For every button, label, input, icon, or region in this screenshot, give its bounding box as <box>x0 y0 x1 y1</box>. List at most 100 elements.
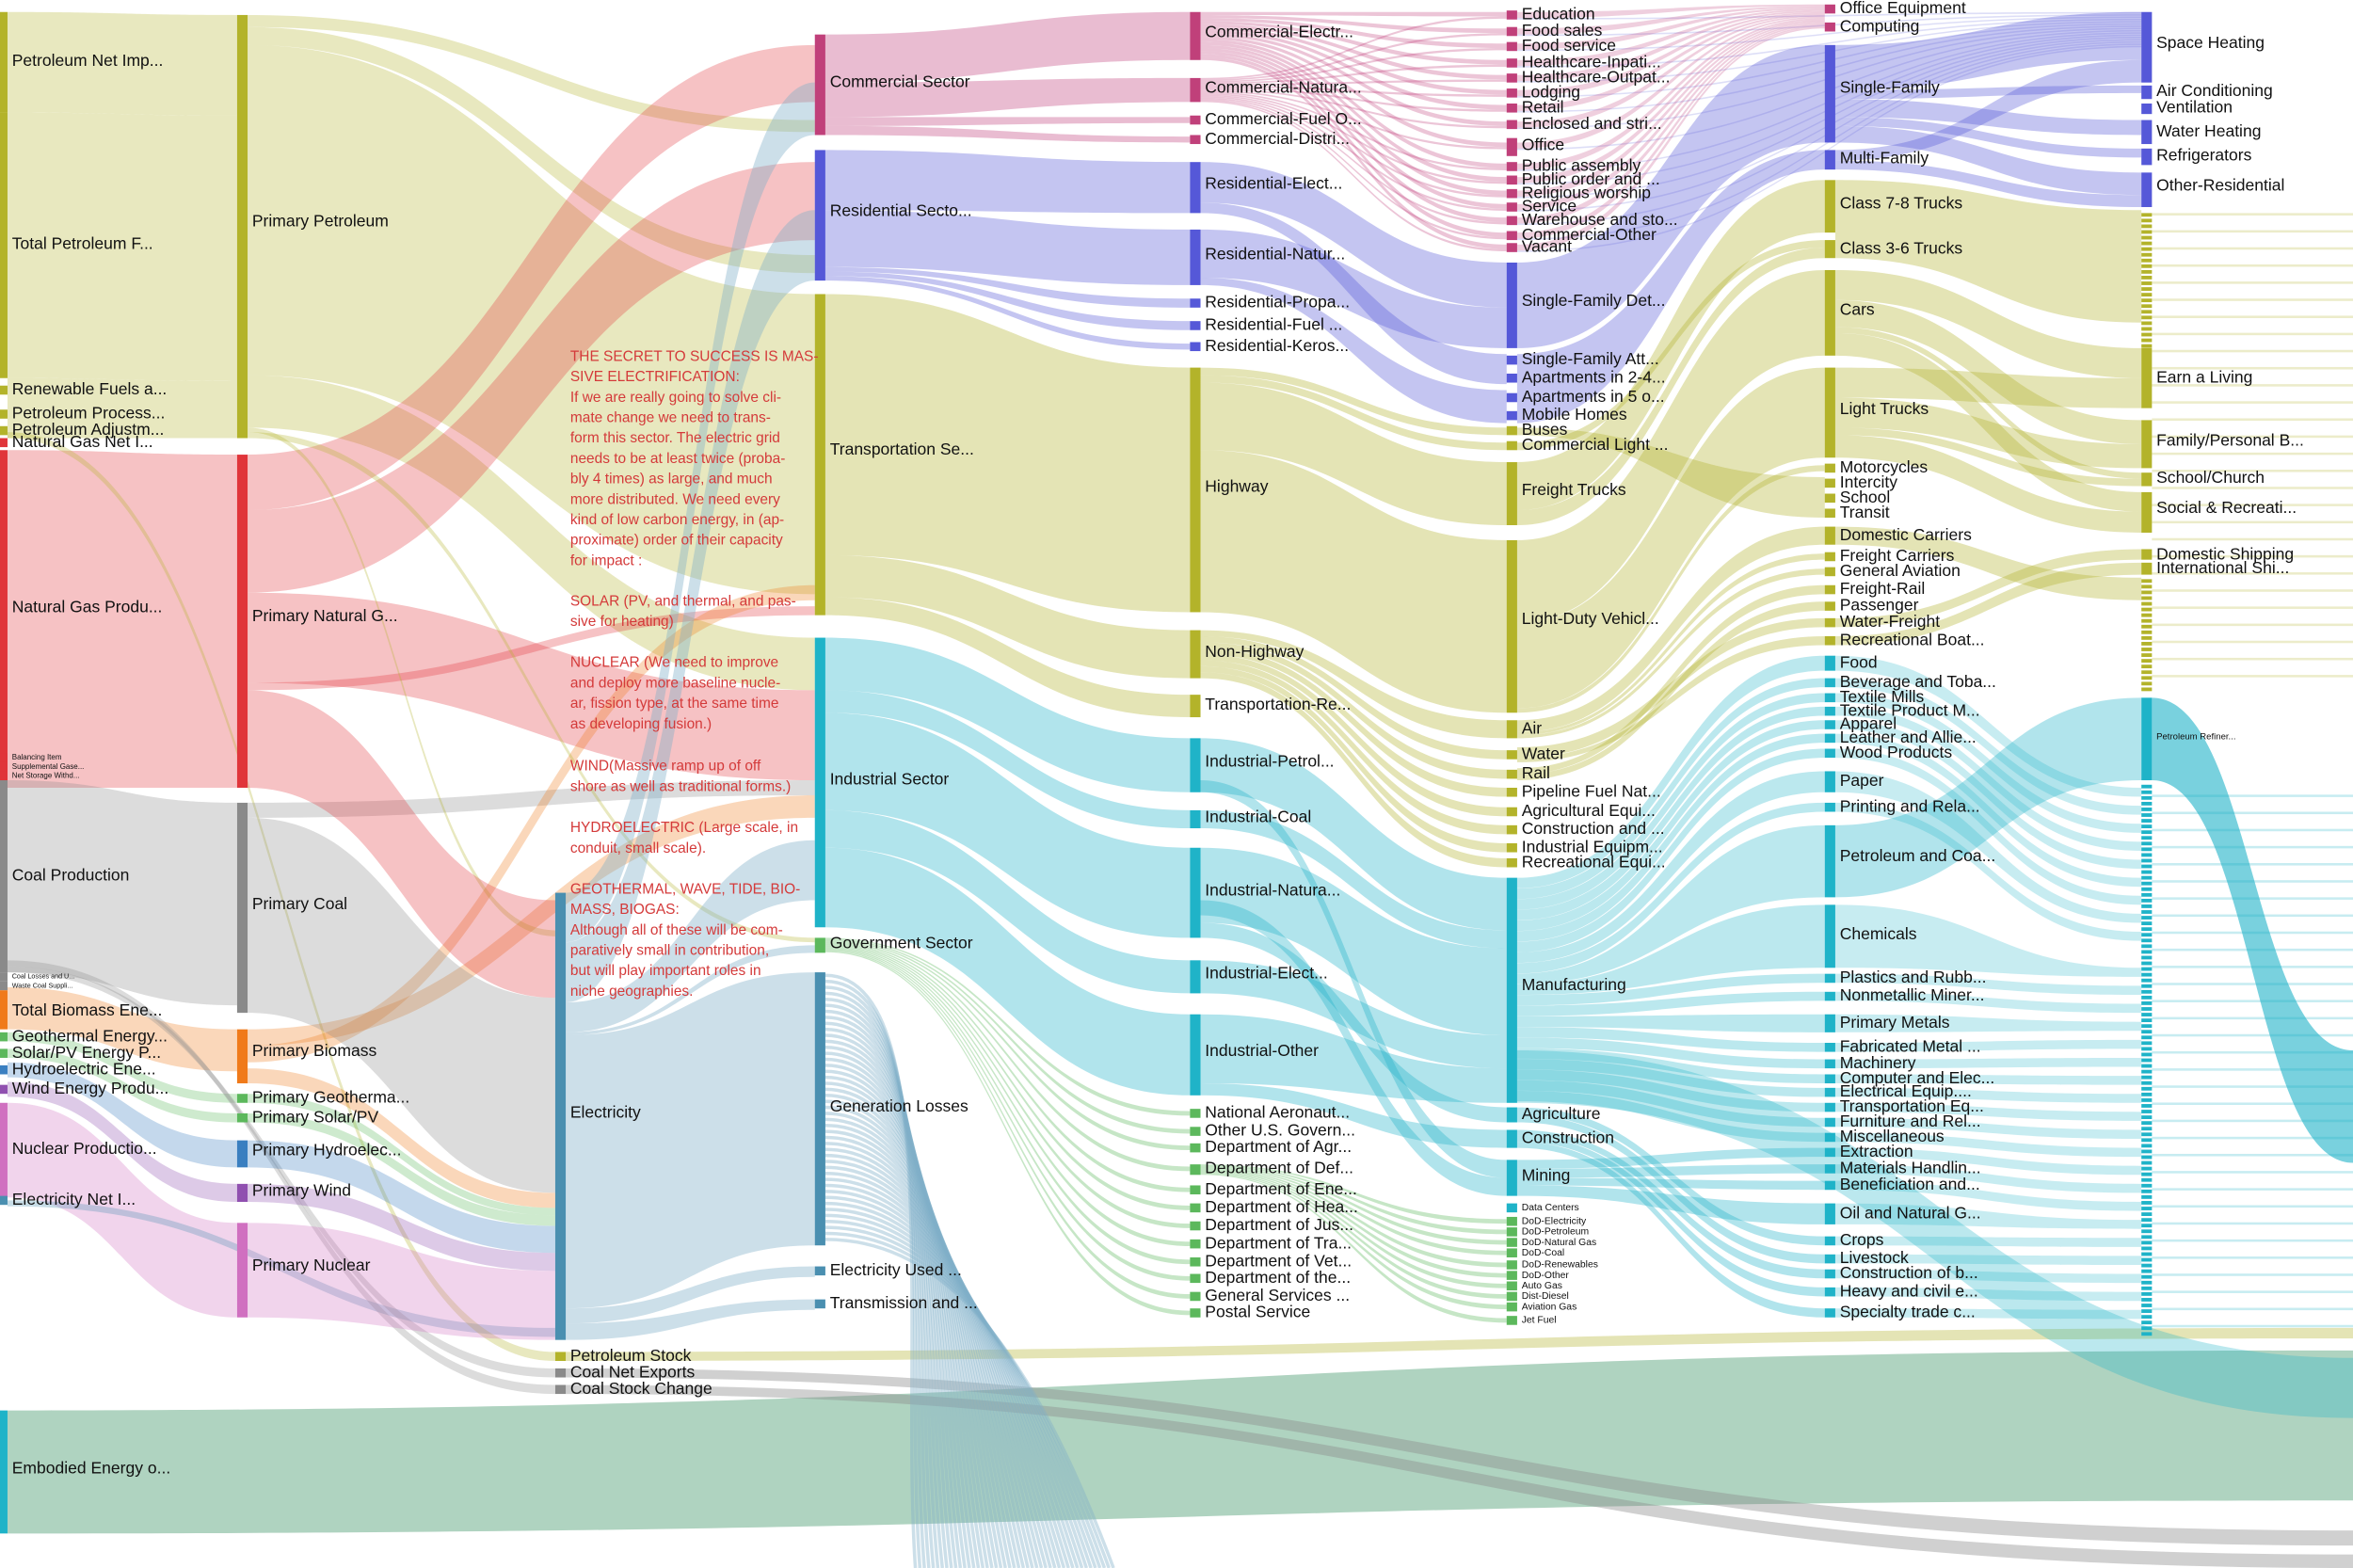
end-use-stripe <box>2141 1035 2153 1040</box>
end-use-stripe <box>2141 1075 2153 1080</box>
flow <box>1516 1129 1825 1279</box>
flow <box>1200 809 1507 949</box>
node-label: Natural Gas Net I... <box>12 432 153 451</box>
end-use-stripe <box>2141 1018 2153 1023</box>
flow <box>824 125 1191 143</box>
end-use-stripe <box>2141 213 2153 217</box>
node-label: Construction <box>1522 1128 1614 1147</box>
loss-stripe <box>824 1112 1021 1568</box>
end-use-stripe <box>2141 607 2153 612</box>
end-use-tail <box>2152 1033 2353 1037</box>
flow <box>1200 277 1507 424</box>
end-use-tail <box>2152 504 2353 506</box>
node-label: Fabricated Metal ... <box>1840 1036 1981 1055</box>
node-bar <box>1824 584 1835 595</box>
loss-stripe <box>824 1105 1016 1568</box>
annotation-line: proximate) order of their capacity <box>570 533 783 549</box>
node-label: Construction of b... <box>1840 1263 1978 1282</box>
node-bar <box>0 780 8 973</box>
flow <box>1516 568 1825 739</box>
node-bar <box>1824 748 1835 759</box>
node-label: Oil and Natural G... <box>1840 1203 1981 1222</box>
node-label: Light-Duty Vehicl... <box>1522 609 1659 628</box>
flow <box>1516 617 1825 759</box>
loss-stripe <box>824 1027 958 1568</box>
flow <box>1834 1308 2142 1320</box>
flow <box>1834 802 2142 941</box>
flow <box>248 592 815 781</box>
end-use-stripe <box>2141 1257 2153 1262</box>
flow <box>7 1032 237 1103</box>
node-label: Crops <box>1840 1230 1884 1249</box>
loss-stripe <box>824 1195 1084 1568</box>
loss-stripe <box>824 998 936 1568</box>
node-bar <box>1506 392 1517 403</box>
flow <box>1200 1170 1507 1288</box>
end-use-stripe <box>2141 618 2153 623</box>
node-label: Geothermal Energy... <box>12 1026 168 1045</box>
node-bar <box>236 1029 248 1084</box>
end-use-tail <box>2152 384 2353 387</box>
node-label: Leather and Allie... <box>1840 728 1977 746</box>
node-bar <box>1824 1254 1835 1264</box>
end-use-tail <box>2152 470 2353 472</box>
node-label: Aviation Gas <box>1522 1302 1577 1312</box>
node-label: Petroleum Adjustm... <box>12 420 165 439</box>
node-bar <box>236 1112 248 1123</box>
flow <box>1516 1147 1825 1169</box>
flow <box>1834 706 2142 851</box>
annotation-line: needs to be at least twice (proba- <box>570 451 786 467</box>
node-bar <box>1506 373 1517 383</box>
flow <box>1200 450 1507 713</box>
node-label: Plastics and Rubb... <box>1840 968 1987 986</box>
node-label: Enclosed and stri... <box>1522 114 1662 133</box>
node-bar <box>1506 425 1517 436</box>
node-label: Materials Handlin... <box>1840 1159 1981 1177</box>
loss-stripe <box>824 991 931 1568</box>
flow <box>1200 33 1507 126</box>
flow <box>1834 1254 2142 1265</box>
flow <box>7 11 237 116</box>
node-label: Domestic Carriers <box>1840 525 1972 544</box>
flow <box>1200 1164 1507 1224</box>
node-bar <box>1190 1308 1201 1318</box>
node-bar <box>1824 1132 1835 1143</box>
node-bar <box>0 771 8 781</box>
flow <box>1516 44 1825 348</box>
node-label: Primary Geotherma... <box>252 1088 409 1107</box>
flow <box>824 597 1191 718</box>
flow <box>1516 11 1825 97</box>
node-label: Residential Secto... <box>830 200 972 219</box>
end-use-stripe <box>2141 875 2153 880</box>
flow <box>1834 332 2142 512</box>
node-label: Data Centers <box>1522 1203 1579 1213</box>
flow <box>1834 549 2142 628</box>
node-label: Heavy and civil e... <box>1840 1281 1978 1300</box>
node-label: Residential-Propa... <box>1205 293 1350 312</box>
flow <box>7 432 555 1361</box>
node-bar <box>1190 1014 1201 1096</box>
flow <box>1200 100 1507 252</box>
flow <box>1200 16 1507 80</box>
node-label: Earn a Living <box>2156 367 2252 386</box>
end-use-stripe <box>2141 321 2153 326</box>
flow <box>1516 367 1825 709</box>
flow <box>248 584 815 1063</box>
node-bar <box>1824 567 1835 577</box>
end-use-stripe <box>2141 898 2153 903</box>
end-use-tail <box>2152 418 2353 422</box>
flow <box>824 712 1191 938</box>
flow <box>1200 79 1507 86</box>
flow <box>1834 904 2142 977</box>
end-use-stripe <box>2141 276 2153 280</box>
flow <box>1200 11 1507 17</box>
loss-stripe <box>824 1003 940 1568</box>
flow <box>824 938 1191 1134</box>
node-label: Freight Trucks <box>1522 480 1626 499</box>
end-use-stripe <box>2141 1069 2153 1074</box>
node-label: Department of Ene... <box>1205 1179 1357 1198</box>
node-label: International Shi... <box>2156 558 2289 577</box>
flow <box>1516 16 2142 52</box>
node-bar <box>1190 342 1201 352</box>
annotation-line: for impact : <box>570 552 642 568</box>
